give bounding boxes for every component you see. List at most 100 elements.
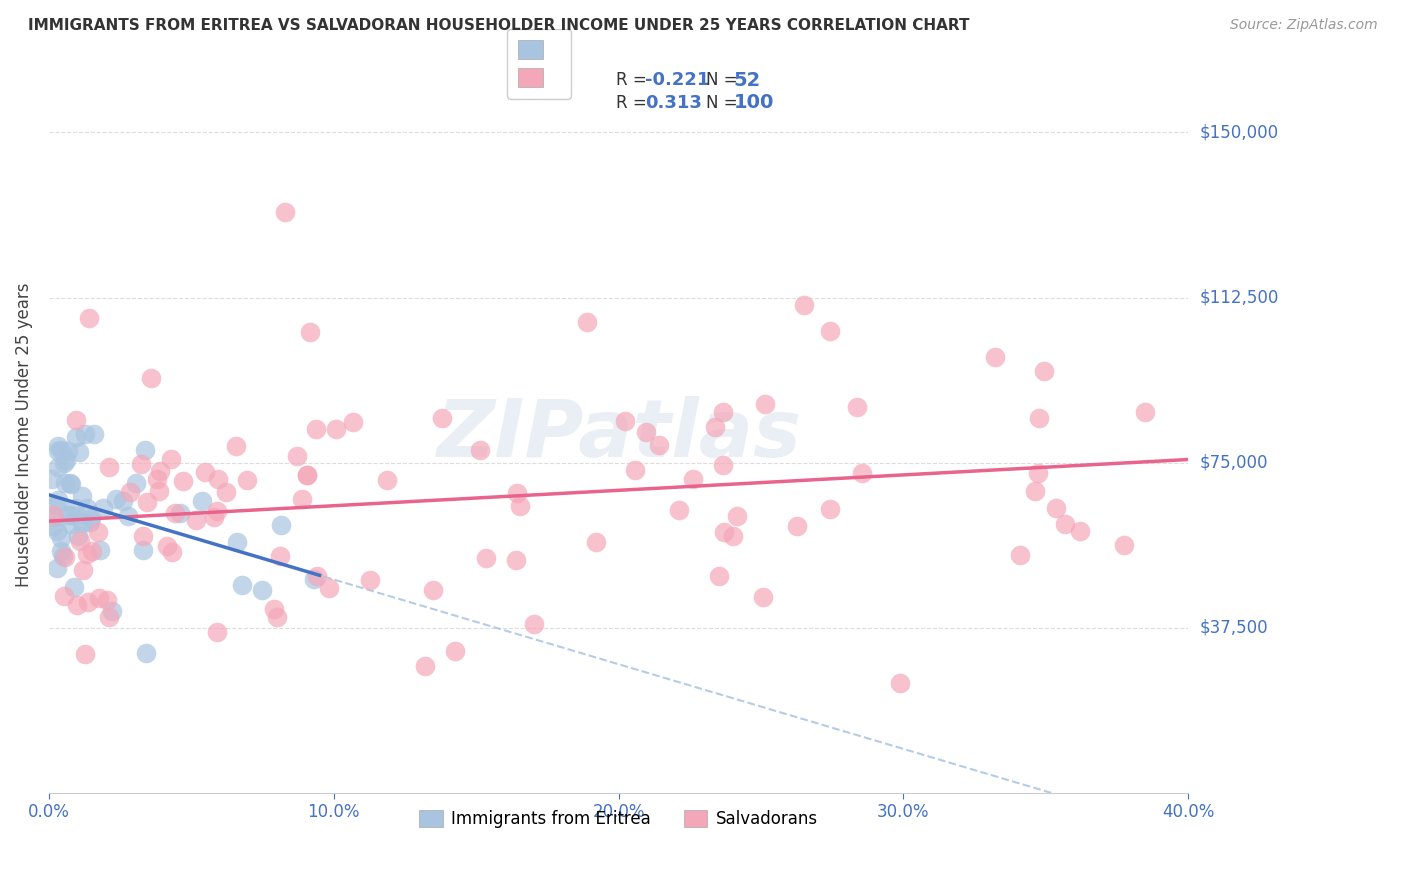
Text: $37,500: $37,500 xyxy=(1199,619,1268,637)
Point xyxy=(231,577,253,591)
Point xyxy=(66,599,89,613)
Point xyxy=(76,547,98,561)
Point xyxy=(845,401,868,415)
Point xyxy=(266,609,288,624)
Point xyxy=(304,572,326,586)
Point xyxy=(51,531,73,545)
Point xyxy=(295,467,318,482)
Point xyxy=(707,568,730,582)
Point xyxy=(711,404,734,418)
Point xyxy=(270,518,292,533)
Point xyxy=(42,510,65,524)
Point xyxy=(65,430,87,444)
Point xyxy=(704,420,727,434)
Point xyxy=(295,467,318,482)
Text: $112,500: $112,500 xyxy=(1199,288,1278,307)
Point xyxy=(636,425,658,440)
Point xyxy=(91,500,114,515)
Point xyxy=(101,604,124,618)
Text: N =: N = xyxy=(706,71,737,89)
Point xyxy=(287,449,309,463)
Point xyxy=(1112,538,1135,552)
Point xyxy=(614,414,637,428)
Point xyxy=(41,508,63,523)
Point xyxy=(87,525,110,540)
Point xyxy=(274,205,297,219)
Point xyxy=(89,591,111,605)
Point xyxy=(263,601,285,615)
Point xyxy=(648,438,671,452)
Point xyxy=(575,315,598,329)
Point xyxy=(444,644,467,658)
Point xyxy=(131,543,153,558)
Point xyxy=(226,534,249,549)
Point xyxy=(1133,405,1156,419)
Point xyxy=(89,542,111,557)
Text: N =: N = xyxy=(706,94,737,112)
Point xyxy=(172,474,194,488)
Text: -0.221: -0.221 xyxy=(645,71,710,89)
Point xyxy=(58,508,80,522)
Point xyxy=(711,458,734,473)
Point xyxy=(80,511,103,525)
Point xyxy=(470,443,492,458)
Text: 52: 52 xyxy=(734,70,761,90)
Point xyxy=(46,492,69,507)
Point xyxy=(713,525,735,540)
Point xyxy=(727,509,749,524)
Point xyxy=(131,528,153,542)
Point xyxy=(160,452,183,467)
Point xyxy=(721,529,744,543)
Y-axis label: Householder Income Under 25 years: Householder Income Under 25 years xyxy=(15,283,32,587)
Point xyxy=(752,590,775,604)
Text: ZIPatlas: ZIPatlas xyxy=(436,396,801,474)
Point xyxy=(48,460,70,475)
Point xyxy=(207,504,229,518)
Point xyxy=(184,513,207,527)
Point xyxy=(207,472,229,486)
Point xyxy=(225,439,247,453)
Point xyxy=(325,422,347,436)
Legend: Immigrants from Eritrea, Salvadorans: Immigrants from Eritrea, Salvadorans xyxy=(412,803,824,834)
Point xyxy=(889,675,911,690)
Point xyxy=(298,325,321,339)
Point xyxy=(148,483,170,498)
Point xyxy=(1028,467,1050,481)
Point xyxy=(42,519,65,533)
Point xyxy=(72,563,94,577)
Point xyxy=(145,472,167,486)
Point xyxy=(46,444,69,458)
Point xyxy=(204,509,226,524)
Point xyxy=(506,485,529,500)
Point xyxy=(136,495,159,509)
Point xyxy=(118,485,141,500)
Point xyxy=(163,506,186,520)
Point xyxy=(75,648,97,662)
Point xyxy=(67,445,90,459)
Point xyxy=(79,515,101,529)
Text: $75,000: $75,000 xyxy=(1199,453,1268,472)
Point xyxy=(342,415,364,429)
Point xyxy=(422,583,444,598)
Point xyxy=(205,625,228,640)
Point xyxy=(269,549,291,564)
Point xyxy=(307,569,329,583)
Point xyxy=(70,489,93,503)
Point xyxy=(250,582,273,597)
Point xyxy=(111,494,134,508)
Point xyxy=(56,444,79,458)
Text: R =: R = xyxy=(616,71,647,89)
Point xyxy=(235,473,257,487)
Point xyxy=(70,516,93,531)
Point xyxy=(46,439,69,453)
Point xyxy=(1024,484,1046,499)
Point xyxy=(413,658,436,673)
Text: 100: 100 xyxy=(734,93,775,112)
Point xyxy=(793,298,815,312)
Point xyxy=(76,595,98,609)
Point xyxy=(215,484,238,499)
Point xyxy=(134,443,156,458)
Point xyxy=(754,397,776,411)
Point xyxy=(117,508,139,523)
Point xyxy=(1008,548,1031,562)
